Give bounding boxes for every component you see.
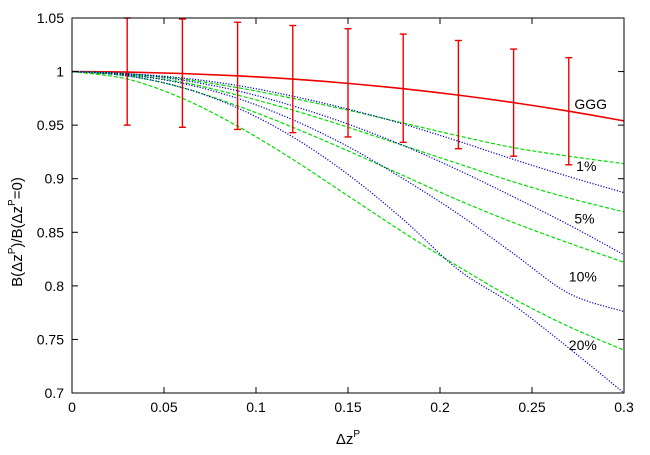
- curve-label: 5%: [574, 211, 594, 227]
- ticks-layer: 0 0.05 0.1 0.15 0.2 0.25 0.3 0.7 0.75 0.8 0.85 0.9 0…: [37, 10, 634, 415]
- y-tick-label: 0.7: [45, 385, 65, 401]
- errorbars-layer: [123, 17, 573, 166]
- y-tick-label: 0.85: [37, 224, 64, 240]
- y-axis-label: B(ΔzP)/B(ΔzP=0): [7, 177, 26, 287]
- x-axis-label-sup: P: [353, 429, 360, 440]
- annotations-layer: GGG 1% 5% 10% 20%: [569, 96, 607, 353]
- errorbar: [399, 33, 407, 143]
- x-tick-label: 0.1: [246, 399, 266, 415]
- y-axis-label-sup2: P: [7, 199, 18, 206]
- curve-label: 20%: [569, 337, 597, 353]
- x-tick-label: 0: [68, 399, 76, 415]
- x-tick-label: 0.3: [614, 399, 634, 415]
- y-axis-label-sup1: P: [7, 247, 18, 254]
- y-axis-label-part1: B(Δz: [9, 254, 26, 287]
- x-axis-label: ΔzP: [336, 429, 361, 448]
- y-tick-label: 0.75: [37, 331, 64, 347]
- errorbar: [344, 28, 352, 138]
- y-tick-label: 1.05: [37, 10, 64, 26]
- series-line-7: [71, 70, 625, 351]
- errorbar: [234, 21, 242, 131]
- y-axis-label-part3: =0): [9, 177, 26, 199]
- errorbar: [510, 48, 518, 157]
- curve-label: 10%: [569, 269, 597, 285]
- errorbar: [565, 56, 573, 166]
- series-line-6: [71, 70, 625, 313]
- x-tick-label: 0.15: [334, 399, 361, 415]
- x-tick-label: 0.05: [150, 399, 177, 415]
- errorbar: [289, 24, 297, 134]
- y-tick-label: 0.95: [37, 117, 64, 133]
- curve-label: GGG: [574, 96, 607, 112]
- y-axis-label-part2: )/B(Δz: [9, 206, 26, 248]
- x-tick-label: 0.2: [430, 399, 450, 415]
- y-tick-label: 0.8: [45, 278, 65, 294]
- series-line-5: [71, 70, 625, 263]
- x-axis-label-base: Δz: [336, 431, 354, 448]
- y-tick-label: 0.9: [45, 171, 65, 187]
- errorbar: [178, 18, 186, 128]
- curve-label: 1%: [576, 158, 596, 174]
- x-tick-label: 0.25: [518, 399, 545, 415]
- errorbar: [454, 39, 462, 150]
- y-tick-label: 1: [56, 64, 64, 80]
